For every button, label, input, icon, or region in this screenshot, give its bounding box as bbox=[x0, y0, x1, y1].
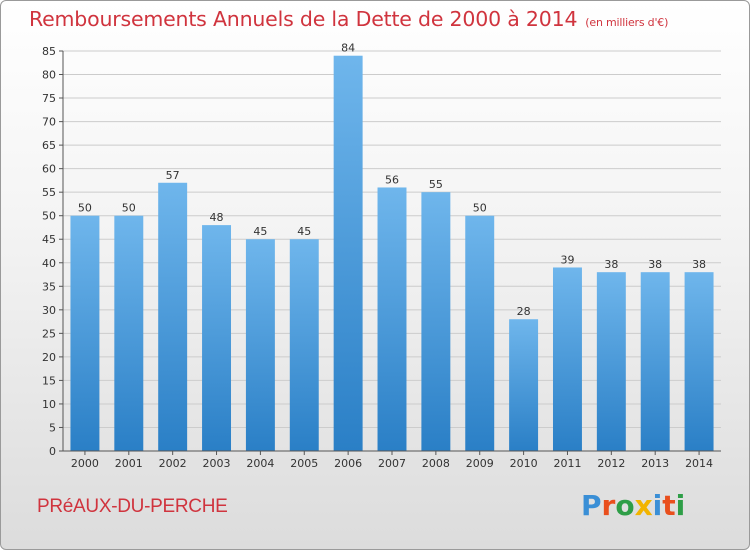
bar bbox=[596, 272, 626, 451]
proxiti-logo: Proxiti bbox=[581, 489, 685, 522]
bars bbox=[70, 55, 714, 452]
x-tick-label: 2010 bbox=[510, 457, 538, 470]
commune-name: PRéAUX-DU-PERCHE bbox=[37, 496, 228, 517]
bar-value-label: 50 bbox=[78, 202, 92, 215]
chart-title: Remboursements Annuels de la Dette de 20… bbox=[29, 7, 668, 31]
chart-title-text: Remboursements Annuels de la Dette de 20… bbox=[29, 7, 578, 31]
bar-value-label: 55 bbox=[429, 178, 443, 191]
bar bbox=[684, 272, 714, 451]
bar-value-label: 39 bbox=[560, 253, 574, 266]
bar bbox=[158, 182, 188, 451]
x-tick-label: 2004 bbox=[246, 457, 274, 470]
y-tick-label: 65 bbox=[42, 139, 56, 152]
x-tick-label: 2008 bbox=[422, 457, 450, 470]
y-tick-label: 75 bbox=[42, 92, 56, 105]
x-tick-label: 2000 bbox=[71, 457, 99, 470]
y-tick-label: 15 bbox=[42, 374, 56, 387]
logo-letter: r bbox=[601, 489, 616, 522]
y-tick-label: 30 bbox=[42, 304, 56, 317]
bar bbox=[640, 272, 670, 451]
x-tick-label: 2005 bbox=[290, 457, 318, 470]
logo-letter: P bbox=[581, 489, 602, 522]
logo-letter: i bbox=[652, 489, 663, 522]
bar bbox=[70, 215, 100, 451]
y-tick-label: 50 bbox=[42, 210, 56, 223]
value-labels: 50 50 57 48 45 45 84 56 55 50 28 39 38 38 38 bbox=[78, 42, 706, 319]
bar bbox=[552, 267, 582, 451]
logo-letter: x bbox=[634, 489, 653, 522]
y-tick-label: 25 bbox=[42, 327, 56, 340]
bar-value-label: 45 bbox=[297, 225, 311, 238]
bar-value-label: 84 bbox=[341, 42, 355, 55]
logo-letter: i bbox=[675, 489, 686, 522]
x-tick-label: 2013 bbox=[641, 457, 669, 470]
logo-letter: o bbox=[615, 489, 635, 522]
y-tick-label: 60 bbox=[42, 163, 56, 176]
bar bbox=[114, 215, 144, 451]
x-tick-label: 2001 bbox=[115, 457, 143, 470]
bar-value-label: 28 bbox=[517, 305, 531, 318]
y-tick-label: 0 bbox=[49, 445, 56, 458]
x-tick-label: 2011 bbox=[553, 457, 581, 470]
bar-value-label: 38 bbox=[648, 258, 662, 271]
y-tick-label: 80 bbox=[42, 69, 56, 82]
y-tick-label: 85 bbox=[42, 45, 56, 58]
bar bbox=[421, 192, 451, 452]
y-tick-label: 40 bbox=[42, 257, 56, 270]
bar-value-label: 38 bbox=[692, 258, 706, 271]
bar-value-label: 57 bbox=[166, 169, 180, 182]
bar bbox=[465, 215, 495, 451]
axes: 0 5 10 15 20 25 30 35 40 45 50 55 60 65 70 75 80 85 2000 20… bbox=[42, 45, 721, 470]
x-tick-label: 2012 bbox=[597, 457, 625, 470]
x-tick-label: 2009 bbox=[466, 457, 494, 470]
y-tick-label: 10 bbox=[42, 398, 56, 411]
bar bbox=[377, 187, 407, 451]
bar-value-label: 48 bbox=[210, 211, 224, 224]
y-tick-label: 20 bbox=[42, 351, 56, 364]
bar bbox=[289, 239, 319, 451]
y-tick-label: 55 bbox=[42, 186, 56, 199]
y-tick-label: 45 bbox=[42, 233, 56, 246]
bar bbox=[202, 225, 232, 451]
bar-value-label: 56 bbox=[385, 173, 399, 186]
bar bbox=[333, 55, 363, 452]
y-tick-label: 70 bbox=[42, 116, 56, 129]
x-tick-label: 2014 bbox=[685, 457, 713, 470]
bar-value-label: 38 bbox=[604, 258, 618, 271]
bar-value-label: 50 bbox=[122, 202, 136, 215]
y-tick-label: 5 bbox=[49, 421, 56, 434]
logo-letter: t bbox=[662, 489, 676, 522]
x-tick-label: 2006 bbox=[334, 457, 362, 470]
bar-value-label: 50 bbox=[473, 202, 487, 215]
x-tick-label: 2002 bbox=[159, 457, 187, 470]
bar bbox=[509, 319, 539, 451]
chart-subtitle: (en milliers d'€) bbox=[585, 16, 669, 29]
y-tick-label: 35 bbox=[42, 280, 56, 293]
x-tick-label: 2003 bbox=[203, 457, 231, 470]
bar bbox=[245, 239, 275, 451]
x-tick-label: 2007 bbox=[378, 457, 406, 470]
bar-value-label: 45 bbox=[253, 225, 267, 238]
